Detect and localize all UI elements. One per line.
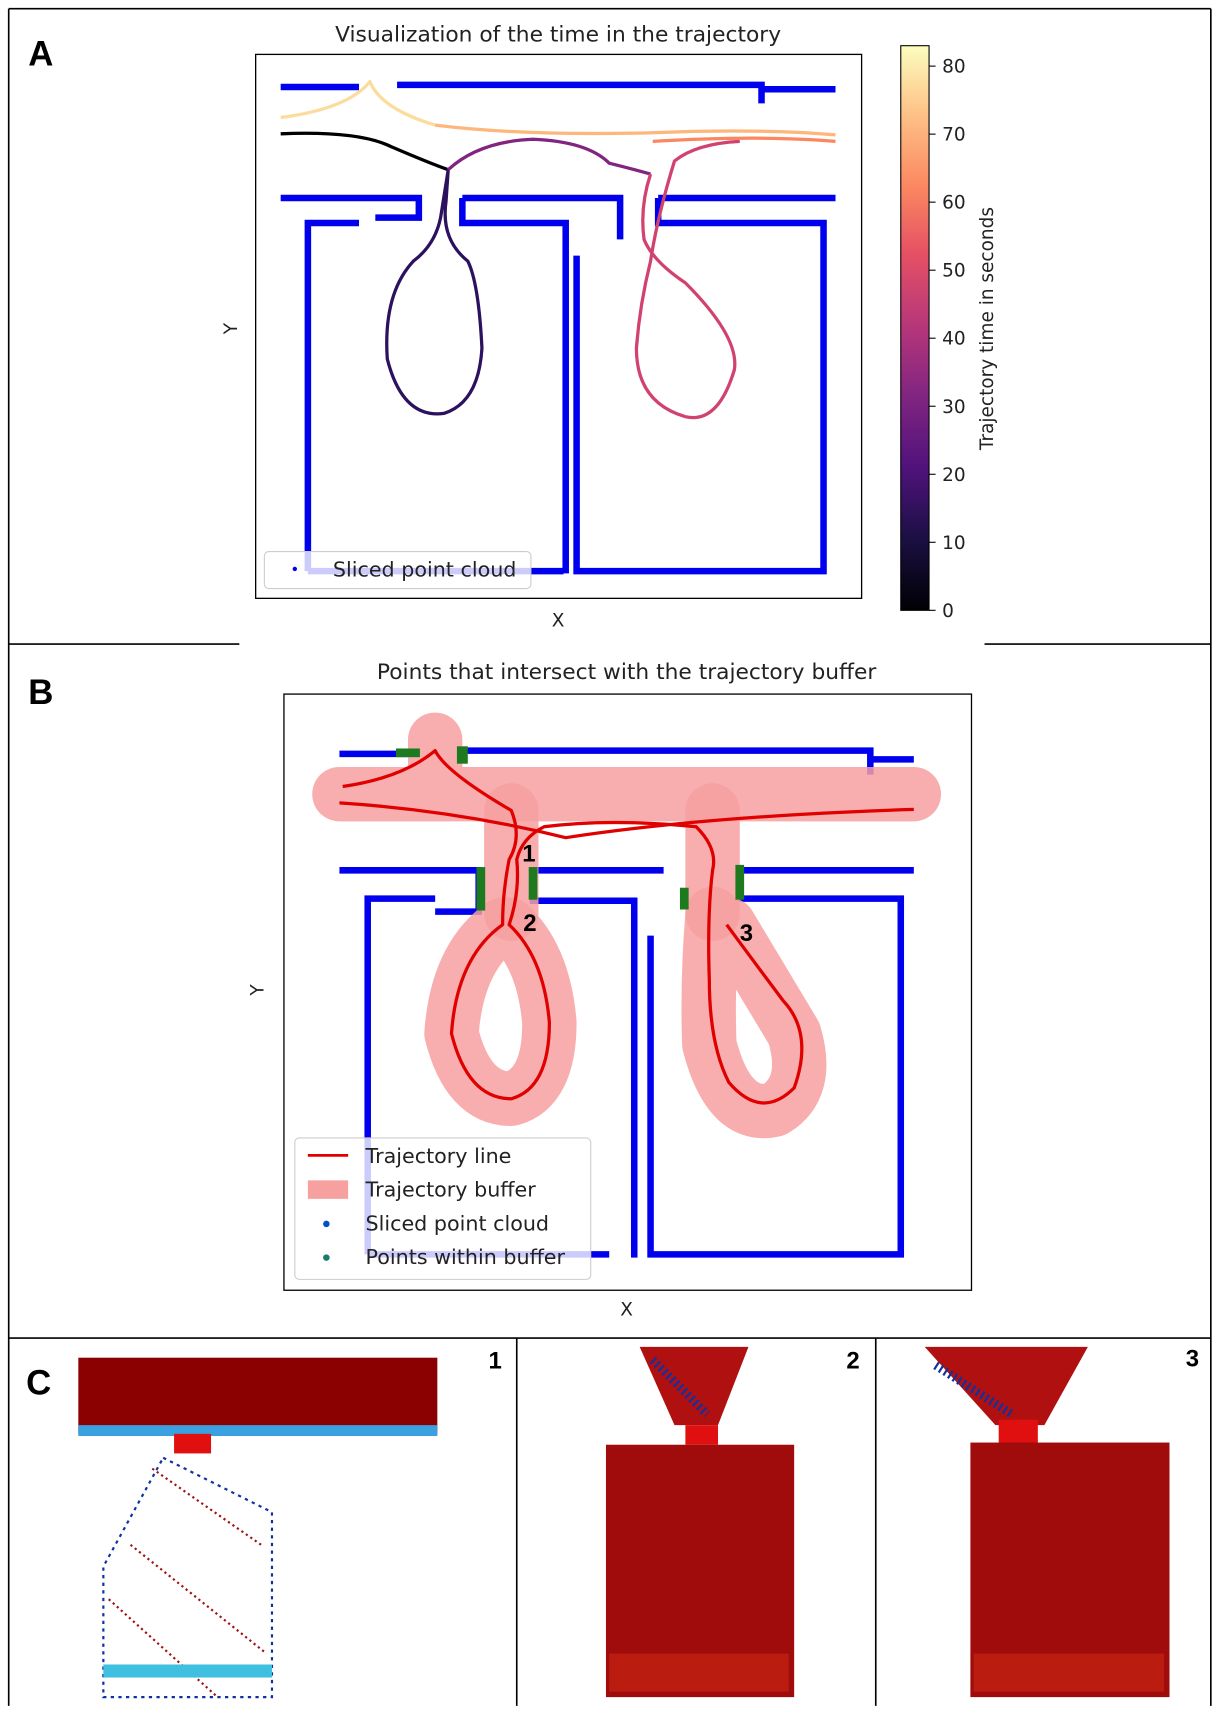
colorbar-tick-label: 0 bbox=[942, 601, 954, 622]
shape bbox=[679, 887, 689, 910]
shape bbox=[339, 749, 914, 1105]
y-axis-label: Y bbox=[221, 322, 242, 335]
shape bbox=[323, 1220, 330, 1228]
shape bbox=[292, 566, 297, 572]
shape bbox=[639, 1346, 749, 1426]
shape bbox=[307, 1180, 349, 1199]
shape bbox=[933, 1361, 1015, 1418]
shape bbox=[434, 123, 836, 137]
shape bbox=[323, 1254, 330, 1261]
shape bbox=[528, 867, 538, 900]
shape bbox=[78, 1357, 438, 1434]
shape bbox=[385, 168, 484, 416]
shape bbox=[973, 1653, 1165, 1692]
frame bbox=[7, 7, 1212, 1706]
colorbar-tick-label: 50 bbox=[942, 261, 966, 282]
shape bbox=[108, 1467, 268, 1698]
x-axis-label: X bbox=[552, 611, 565, 632]
colorbar-tick-label: 40 bbox=[942, 329, 966, 350]
y-axis-label: Y bbox=[247, 984, 268, 997]
colorbar-tick-label: 60 bbox=[942, 193, 966, 214]
colorbar-tick-label: 10 bbox=[942, 533, 966, 554]
view-2 bbox=[605, 1346, 795, 1698]
shape bbox=[998, 1419, 1038, 1444]
shape bbox=[280, 81, 836, 575]
panel-label: C bbox=[26, 1364, 51, 1403]
view-1 bbox=[78, 1357, 438, 1699]
shape bbox=[634, 139, 740, 420]
legend-label: Sliced point cloud bbox=[333, 558, 517, 582]
shape bbox=[456, 746, 468, 764]
legend-label: Trajectory line bbox=[365, 1144, 512, 1168]
colorbar-tick-label: 70 bbox=[942, 125, 966, 146]
view-label: 2 bbox=[846, 1348, 859, 1375]
annotation: 2 bbox=[523, 910, 536, 937]
colorbar-ticks: 0 10 20 30 40 50 60 70 80 bbox=[929, 57, 966, 622]
shape bbox=[280, 131, 449, 172]
colorbar-label: Trajectory time in seconds bbox=[977, 207, 998, 451]
shape bbox=[263, 551, 532, 590]
colorbar-tick-label: 30 bbox=[942, 397, 966, 418]
annotation: 1 bbox=[522, 841, 535, 868]
shape bbox=[924, 1346, 1088, 1426]
trajectory bbox=[280, 79, 836, 420]
panel-label: A bbox=[28, 34, 53, 73]
shape bbox=[649, 1356, 711, 1418]
plot-area bbox=[255, 53, 863, 599]
shape bbox=[312, 712, 942, 822]
shape bbox=[735, 864, 745, 900]
panel-label: B bbox=[28, 673, 53, 712]
shape bbox=[652, 136, 836, 144]
points-within-buffer bbox=[395, 746, 745, 911]
legend: Trajectory line Trajectory buffer Sliced… bbox=[294, 1137, 592, 1280]
view-3 bbox=[924, 1346, 1170, 1698]
colorbar bbox=[900, 45, 930, 611]
shape bbox=[103, 1664, 272, 1678]
colorbar-tick-label: 80 bbox=[942, 57, 966, 78]
legend-label: Sliced point cloud bbox=[366, 1211, 550, 1235]
chart-title: Points that intersect with the trajector… bbox=[377, 660, 876, 685]
legend-label: Trajectory buffer bbox=[365, 1178, 537, 1202]
shape bbox=[476, 867, 486, 911]
walls bbox=[280, 81, 836, 575]
legend: Sliced point cloud bbox=[263, 551, 532, 590]
view-label: 3 bbox=[1186, 1345, 1199, 1372]
shape bbox=[685, 1425, 719, 1445]
colorbar-tick-label: 20 bbox=[942, 465, 966, 486]
view-label: 1 bbox=[488, 1348, 501, 1375]
shape bbox=[294, 1137, 592, 1280]
shape bbox=[447, 137, 651, 176]
trajectory-line bbox=[339, 749, 914, 1105]
shape bbox=[280, 79, 436, 127]
chart-title: Visualization of the time in the traject… bbox=[335, 22, 781, 47]
shape bbox=[102, 1456, 274, 1699]
shape bbox=[174, 1433, 212, 1454]
legend-label: Points within buffer bbox=[366, 1245, 566, 1269]
x-axis-label: X bbox=[620, 1299, 633, 1320]
shape bbox=[609, 1653, 789, 1692]
annotation: 3 bbox=[740, 920, 753, 947]
shape bbox=[395, 748, 420, 758]
shape bbox=[78, 1425, 438, 1437]
